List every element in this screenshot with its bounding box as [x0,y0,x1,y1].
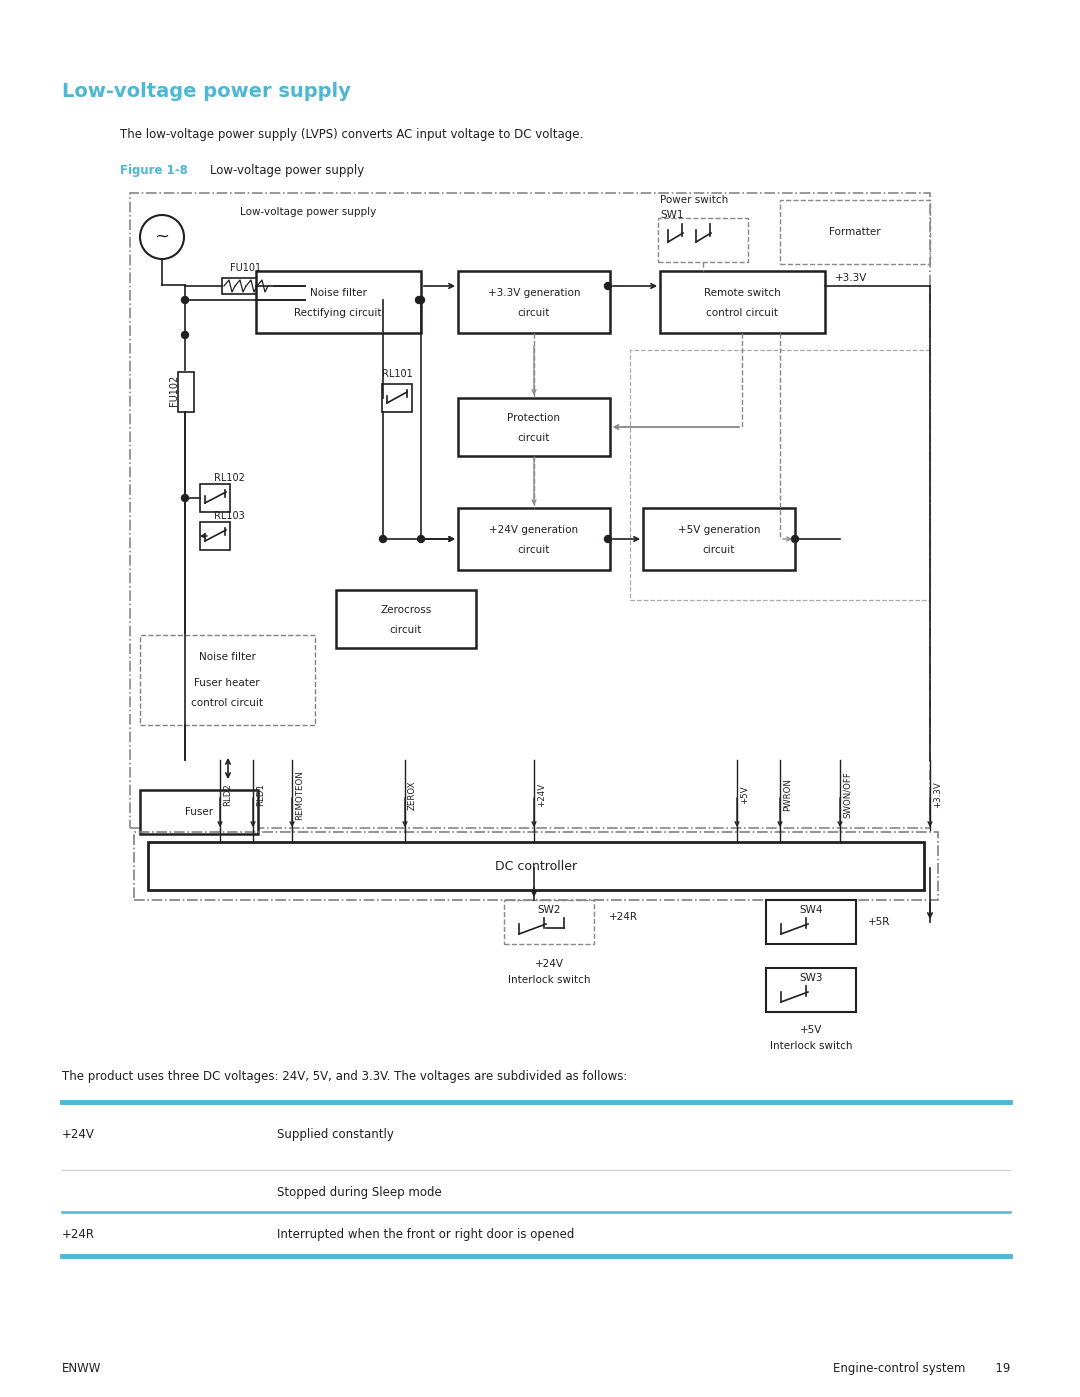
Circle shape [379,535,387,542]
Bar [256,271,421,332]
Text: +5V: +5V [740,785,750,805]
Text: Interlock switch: Interlock switch [508,975,591,985]
Text: +5V generation: +5V generation [678,525,760,535]
Text: ENWW: ENWW [62,1362,102,1375]
Text: FU102: FU102 [168,374,179,405]
Text: circuit: circuit [390,624,422,636]
Circle shape [181,331,189,338]
Text: The low-voltage power supply (LVPS) converts AC input voltage to DC voltage.: The low-voltage power supply (LVPS) conv… [120,129,583,141]
Bar [658,218,748,263]
Bar [130,193,930,828]
Bar [458,398,610,455]
Text: RL101: RL101 [382,369,413,379]
Bar [200,483,230,511]
Text: circuit: circuit [517,433,550,443]
Text: +24V: +24V [537,782,546,807]
Bar [140,789,258,834]
Text: RLD1: RLD1 [256,784,265,806]
Circle shape [418,535,424,542]
Text: Engine-control system        19: Engine-control system 19 [833,1362,1010,1375]
Text: SW4: SW4 [799,905,823,915]
Text: +5V: +5V [800,1025,822,1035]
Text: REMOTEON: REMOTEON [295,770,303,820]
Text: RLD2: RLD2 [222,784,232,806]
Text: Fuser heater: Fuser heater [194,678,260,687]
Text: +24V generation: +24V generation [489,525,579,535]
Bar [630,351,930,599]
Text: RL102: RL102 [214,474,245,483]
Text: PWRON: PWRON [783,778,792,812]
Text: Supplied constantly: Supplied constantly [276,1127,394,1141]
Text: Noise filter: Noise filter [310,288,366,298]
Text: +3.3V: +3.3V [835,272,867,284]
Text: circuit: circuit [703,545,735,555]
Text: Fuser: Fuser [185,807,213,817]
Text: The product uses three DC voltages: 24V, 5V, and 3.3V. The voltages are subdivid: The product uses three DC voltages: 24V,… [62,1070,627,1083]
Text: +3.3V generation: +3.3V generation [488,288,580,298]
Text: Power switch: Power switch [660,196,728,205]
Circle shape [605,535,611,542]
Circle shape [416,296,422,303]
Circle shape [792,535,798,542]
Text: Interlock switch: Interlock switch [770,1041,852,1051]
Bar [382,384,411,412]
Text: Figure 1-8: Figure 1-8 [120,163,188,177]
Circle shape [181,296,189,303]
Text: ZEROX: ZEROX [408,781,417,810]
Circle shape [418,296,424,303]
Text: Zerocross: Zerocross [380,605,432,615]
Text: Low-voltage power supply: Low-voltage power supply [240,207,376,217]
Bar [148,842,924,890]
Text: control circuit: control circuit [191,698,264,708]
Circle shape [181,495,189,502]
Bar [178,372,194,412]
Text: +24V: +24V [62,1127,95,1141]
Text: SW2: SW2 [537,905,561,915]
Text: RL103: RL103 [214,511,245,521]
Text: +3.3V: +3.3V [933,782,942,809]
Circle shape [605,282,611,289]
Bar [504,900,594,944]
Text: Interrupted when the front or right door is opened: Interrupted when the front or right door… [276,1228,575,1241]
Bar [458,271,610,332]
Bar [766,968,856,1011]
Text: ~: ~ [154,228,170,246]
Bar [766,900,856,944]
Text: DC controller: DC controller [495,859,577,873]
Text: FU101: FU101 [230,263,261,272]
Bar [780,200,930,264]
Text: SWON/OFF: SWON/OFF [843,771,852,819]
Text: SW3: SW3 [799,972,823,983]
Bar [140,636,315,725]
Bar [134,833,939,900]
Text: Protection: Protection [508,414,561,423]
Text: Noise filter: Noise filter [199,652,256,662]
Bar [660,271,825,332]
Bar [222,278,274,293]
Text: +24V: +24V [535,958,564,970]
Text: circuit: circuit [517,307,550,319]
Text: Low-voltage power supply: Low-voltage power supply [210,163,364,177]
Text: +24R: +24R [609,912,638,922]
Text: SW1: SW1 [660,210,684,219]
Text: control circuit: control circuit [706,307,778,319]
Bar [336,590,476,648]
Text: Remote switch: Remote switch [704,288,781,298]
Text: Formatter: Formatter [829,226,881,237]
Text: +5R: +5R [868,916,890,928]
Text: Rectifying circuit: Rectifying circuit [294,307,381,319]
Text: +24R: +24R [62,1228,95,1241]
Text: Low-voltage power supply: Low-voltage power supply [62,82,351,101]
Bar [643,509,795,570]
Bar [200,522,230,550]
Text: Stopped during Sleep mode: Stopped during Sleep mode [276,1186,442,1199]
Bar [458,509,610,570]
Text: circuit: circuit [517,545,550,555]
